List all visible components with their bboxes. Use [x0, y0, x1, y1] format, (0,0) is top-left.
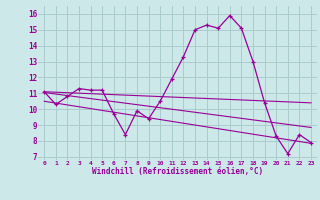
X-axis label: Windchill (Refroidissement éolien,°C): Windchill (Refroidissement éolien,°C)	[92, 167, 263, 176]
